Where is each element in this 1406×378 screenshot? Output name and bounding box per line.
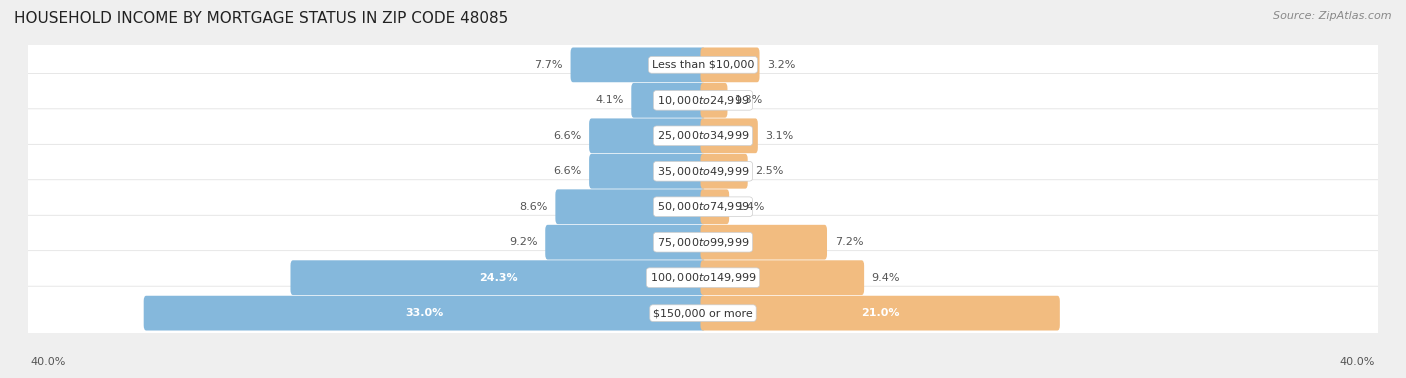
Text: 1.3%: 1.3% <box>735 95 763 105</box>
Text: 21.0%: 21.0% <box>860 308 900 318</box>
FancyBboxPatch shape <box>589 118 706 153</box>
FancyBboxPatch shape <box>700 83 727 118</box>
FancyBboxPatch shape <box>700 225 827 260</box>
Text: 24.3%: 24.3% <box>478 273 517 283</box>
Text: 9.4%: 9.4% <box>872 273 900 283</box>
FancyBboxPatch shape <box>700 48 759 82</box>
Text: $25,000 to $34,999: $25,000 to $34,999 <box>657 129 749 142</box>
Text: $10,000 to $24,999: $10,000 to $24,999 <box>657 94 749 107</box>
Text: 33.0%: 33.0% <box>405 308 444 318</box>
FancyBboxPatch shape <box>631 83 706 118</box>
Text: 3.1%: 3.1% <box>765 131 793 141</box>
Text: Source: ZipAtlas.com: Source: ZipAtlas.com <box>1274 11 1392 21</box>
Text: 8.6%: 8.6% <box>519 202 548 212</box>
FancyBboxPatch shape <box>291 260 706 295</box>
Text: 2.5%: 2.5% <box>755 166 783 176</box>
FancyBboxPatch shape <box>22 109 1384 163</box>
FancyBboxPatch shape <box>589 154 706 189</box>
Text: HOUSEHOLD INCOME BY MORTGAGE STATUS IN ZIP CODE 48085: HOUSEHOLD INCOME BY MORTGAGE STATUS IN Z… <box>14 11 509 26</box>
FancyBboxPatch shape <box>22 144 1384 198</box>
FancyBboxPatch shape <box>700 118 758 153</box>
Text: $100,000 to $149,999: $100,000 to $149,999 <box>650 271 756 284</box>
Text: 40.0%: 40.0% <box>1340 357 1375 367</box>
Text: 4.1%: 4.1% <box>595 95 624 105</box>
FancyBboxPatch shape <box>700 296 1060 330</box>
Text: 9.2%: 9.2% <box>509 237 537 247</box>
FancyBboxPatch shape <box>700 260 865 295</box>
Text: 7.2%: 7.2% <box>835 237 863 247</box>
FancyBboxPatch shape <box>700 189 730 224</box>
Text: Less than $10,000: Less than $10,000 <box>652 60 754 70</box>
FancyBboxPatch shape <box>22 73 1384 127</box>
Text: $35,000 to $49,999: $35,000 to $49,999 <box>657 165 749 178</box>
Text: 1.4%: 1.4% <box>737 202 765 212</box>
Text: 40.0%: 40.0% <box>31 357 66 367</box>
Text: $50,000 to $74,999: $50,000 to $74,999 <box>657 200 749 213</box>
FancyBboxPatch shape <box>700 154 748 189</box>
FancyBboxPatch shape <box>22 251 1384 305</box>
FancyBboxPatch shape <box>571 48 706 82</box>
FancyBboxPatch shape <box>555 189 706 224</box>
FancyBboxPatch shape <box>22 286 1384 340</box>
Text: 6.6%: 6.6% <box>554 131 582 141</box>
FancyBboxPatch shape <box>143 296 706 330</box>
Text: 6.6%: 6.6% <box>554 166 582 176</box>
FancyBboxPatch shape <box>22 215 1384 269</box>
FancyBboxPatch shape <box>22 180 1384 234</box>
Text: $75,000 to $99,999: $75,000 to $99,999 <box>657 236 749 249</box>
FancyBboxPatch shape <box>22 38 1384 92</box>
Text: $150,000 or more: $150,000 or more <box>654 308 752 318</box>
FancyBboxPatch shape <box>546 225 706 260</box>
Text: 7.7%: 7.7% <box>534 60 562 70</box>
Text: 3.2%: 3.2% <box>768 60 796 70</box>
